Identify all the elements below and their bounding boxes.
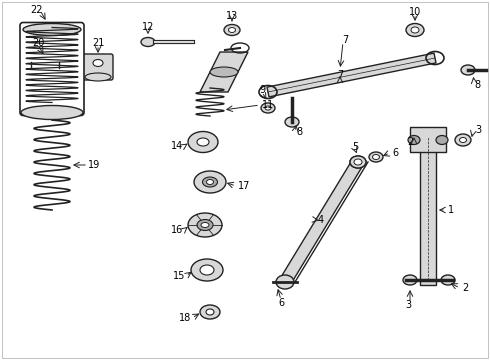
Ellipse shape [210, 67, 238, 77]
Ellipse shape [406, 23, 424, 36]
Text: 9: 9 [259, 85, 265, 95]
Text: 2: 2 [407, 137, 413, 147]
Ellipse shape [188, 131, 218, 153]
Ellipse shape [369, 152, 383, 162]
Polygon shape [267, 53, 436, 97]
Ellipse shape [21, 105, 83, 120]
Text: 7: 7 [342, 35, 348, 45]
Text: 11: 11 [262, 100, 274, 110]
Ellipse shape [197, 138, 209, 146]
Polygon shape [420, 132, 436, 285]
Ellipse shape [372, 154, 379, 159]
Text: 22: 22 [30, 5, 42, 15]
Ellipse shape [350, 156, 366, 168]
FancyBboxPatch shape [20, 23, 84, 116]
Polygon shape [200, 52, 248, 92]
Ellipse shape [23, 23, 81, 36]
Ellipse shape [85, 73, 111, 81]
Ellipse shape [461, 65, 475, 75]
Ellipse shape [188, 213, 222, 237]
Text: 1: 1 [448, 205, 454, 215]
Text: 4: 4 [318, 215, 324, 225]
Ellipse shape [201, 222, 209, 228]
Text: 13: 13 [226, 11, 238, 21]
Text: 3: 3 [475, 125, 481, 135]
Ellipse shape [206, 180, 214, 185]
Polygon shape [280, 159, 363, 285]
Ellipse shape [194, 171, 226, 193]
Ellipse shape [265, 106, 271, 110]
Text: 21: 21 [92, 38, 104, 48]
Text: 6: 6 [392, 148, 398, 158]
Ellipse shape [141, 37, 155, 46]
Text: 20: 20 [32, 38, 44, 48]
Text: 16: 16 [171, 225, 183, 235]
Text: 10: 10 [409, 7, 421, 17]
Text: 6: 6 [278, 298, 284, 308]
Text: 17: 17 [238, 181, 250, 191]
Ellipse shape [408, 135, 420, 144]
Ellipse shape [460, 138, 466, 143]
Ellipse shape [261, 103, 275, 113]
Ellipse shape [354, 159, 362, 165]
Polygon shape [410, 127, 446, 152]
Text: 14: 14 [171, 141, 183, 151]
Ellipse shape [206, 309, 214, 315]
Text: 8: 8 [296, 127, 302, 137]
Ellipse shape [93, 59, 103, 67]
Ellipse shape [441, 275, 455, 285]
Text: 7: 7 [337, 70, 343, 80]
Ellipse shape [202, 177, 218, 187]
FancyBboxPatch shape [83, 54, 113, 80]
Ellipse shape [411, 27, 419, 33]
Text: 12: 12 [142, 22, 154, 32]
Ellipse shape [197, 220, 213, 230]
Text: 2: 2 [462, 283, 468, 293]
Ellipse shape [228, 27, 236, 32]
Ellipse shape [350, 156, 366, 168]
Ellipse shape [403, 275, 417, 285]
Ellipse shape [200, 265, 214, 275]
Ellipse shape [191, 259, 223, 281]
Text: 3: 3 [405, 300, 411, 310]
Text: 19: 19 [88, 160, 100, 170]
Ellipse shape [436, 135, 448, 144]
Text: 15: 15 [172, 271, 185, 281]
Ellipse shape [276, 275, 294, 289]
Ellipse shape [200, 305, 220, 319]
Ellipse shape [285, 117, 299, 127]
Text: 8: 8 [474, 80, 480, 90]
Text: 5: 5 [352, 142, 358, 152]
Ellipse shape [455, 134, 471, 146]
Ellipse shape [224, 24, 240, 36]
Text: 18: 18 [179, 313, 191, 323]
